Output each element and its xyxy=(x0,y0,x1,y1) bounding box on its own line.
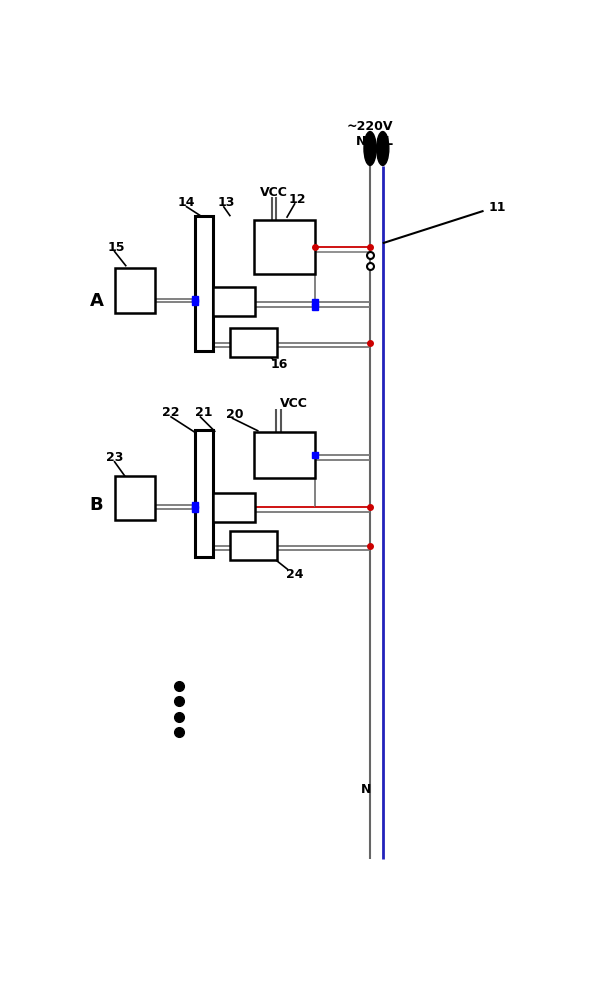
Text: N: N xyxy=(356,135,366,148)
Text: 22: 22 xyxy=(162,406,180,419)
Text: N: N xyxy=(361,783,371,796)
Bar xyxy=(116,268,155,312)
Bar xyxy=(213,493,255,522)
Text: 15: 15 xyxy=(108,241,125,254)
Text: 23: 23 xyxy=(106,451,123,464)
Text: VCC: VCC xyxy=(260,186,288,199)
Text: B: B xyxy=(90,496,103,514)
Ellipse shape xyxy=(364,132,376,165)
Text: 12: 12 xyxy=(289,193,307,206)
Text: 14: 14 xyxy=(178,196,195,209)
Text: L: L xyxy=(385,135,393,148)
Bar xyxy=(254,432,315,478)
Text: 24: 24 xyxy=(286,568,303,581)
Text: VCC: VCC xyxy=(280,397,307,410)
Bar xyxy=(195,430,213,557)
Text: 20: 20 xyxy=(226,408,243,421)
Ellipse shape xyxy=(377,132,389,165)
Text: ~220V: ~220V xyxy=(347,120,393,133)
Bar xyxy=(195,216,213,351)
Text: 13: 13 xyxy=(218,196,235,209)
Bar xyxy=(213,287,255,316)
Text: A: A xyxy=(90,292,103,310)
Bar xyxy=(231,531,277,560)
Text: 11: 11 xyxy=(488,201,506,214)
Text: 16: 16 xyxy=(270,358,287,371)
Bar xyxy=(254,220,315,274)
Bar xyxy=(116,476,155,520)
Text: 21: 21 xyxy=(195,406,213,419)
Bar xyxy=(231,328,277,357)
